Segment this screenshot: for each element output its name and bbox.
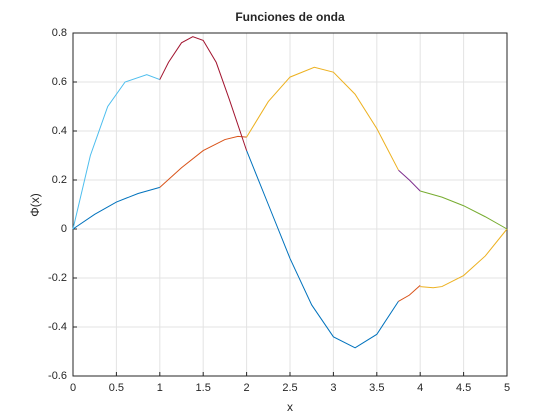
y-tick-label: -0.2 [48, 272, 67, 284]
x-tick-label: 0.5 [109, 382, 124, 394]
x-tick-label: 3.5 [369, 382, 384, 394]
y-tick-label: 0.2 [52, 174, 67, 186]
line [72, 74, 160, 230]
x-tick-label: 3 [330, 382, 336, 394]
x-tick-label: 2.5 [282, 382, 297, 394]
y-axis-label: Φ(x) [28, 193, 42, 217]
line [398, 284, 421, 302]
y-tick-label: 0.4 [52, 125, 67, 137]
line [159, 36, 248, 151]
y-tick-label: -0.4 [48, 321, 67, 333]
line [246, 150, 399, 349]
x-tick-label: 0 [70, 382, 76, 394]
line [398, 169, 421, 192]
chart-title: Funciones de onda [235, 10, 345, 24]
x-axis-label: x [287, 400, 293, 414]
x-tick-label: 5 [504, 382, 510, 394]
y-tick-label: 0 [61, 223, 67, 235]
line [246, 66, 399, 171]
plot-frame [72, 32, 508, 377]
y-tick-label: 0.8 [52, 27, 67, 39]
x-tick-label: 4.5 [456, 382, 471, 394]
x-tick-label: 2 [244, 382, 250, 394]
x-tick-label: 1 [157, 382, 163, 394]
x-tick-label: 1.5 [196, 382, 211, 394]
line [72, 186, 160, 230]
line [420, 228, 508, 289]
y-tick-label: 0.6 [52, 76, 67, 88]
line [159, 135, 247, 188]
line [420, 190, 508, 230]
x-tick-label: 4 [417, 382, 423, 394]
y-tick-label: -0.6 [48, 370, 67, 382]
